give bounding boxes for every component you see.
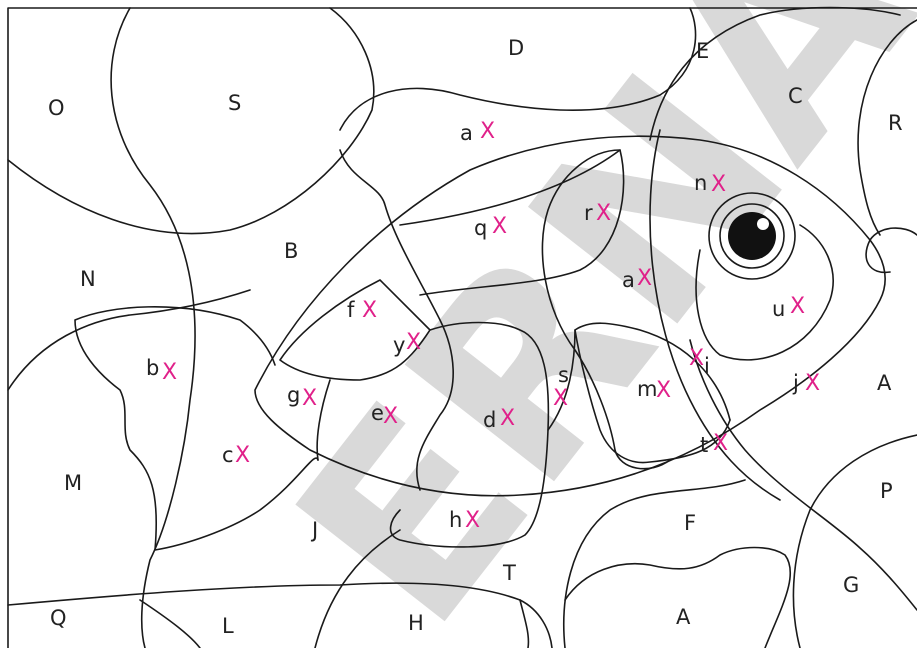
outline-e-c [649,6,901,141]
label-s-small: s [558,363,569,387]
label-y: y [393,333,405,357]
label-d: D [508,36,524,60]
label-p: P [880,479,893,503]
outline-a2 [564,546,792,648]
label-t-small: t [700,433,708,457]
marker-n: X [711,172,726,197]
outline-f-a2 [563,479,746,648]
label-a-mid: a [622,268,635,292]
label-t-big: T [502,561,516,585]
eye-highlight [757,218,769,230]
label-g-big: G [843,573,859,597]
label-j-big: J [310,518,318,542]
outline-t-f [689,339,917,611]
marker-r: X [596,201,611,226]
label-g: g [287,383,300,407]
outline-bottom [7,582,553,648]
label-n: n [694,171,707,195]
marker-y: X [406,330,421,355]
outline-m-big [7,289,251,391]
outline-h [314,529,401,648]
marker-f: X [362,298,377,323]
region-labels: O S D E C R a X n X r X q X B N a X u X … [48,36,903,638]
label-b: b [146,356,159,380]
marker-g: X [302,386,317,411]
outline-h-right [519,599,530,648]
outline-fin [865,227,917,274]
label-f: f [347,298,355,322]
outline-g-e [316,321,550,548]
outline-m [574,329,731,464]
label-e: E [696,39,709,63]
label-a-top: a [460,121,473,145]
label-i: i [704,354,710,378]
outline-fish-body [254,135,886,497]
label-u: u [772,297,785,321]
outline-o-s [7,7,375,235]
marker-a-mid: X [637,266,652,291]
label-a-bottom: A [676,605,691,629]
outline-r [857,19,917,236]
label-c-small: c [222,443,234,467]
marker-m: X [656,378,671,403]
fish-eye [708,192,796,280]
marker-h: X [465,508,480,533]
marker-t: X [713,431,728,456]
outline-j [139,599,201,648]
label-c: C [788,84,803,108]
outline-r-small [541,149,671,470]
outline-d-s [547,322,731,431]
label-m: m [637,377,657,401]
outline-p-g [792,434,917,648]
label-h-small: h [449,508,462,532]
region-outlines [7,6,917,648]
label-a-right: A [877,371,892,395]
label-l: L [222,614,234,638]
eye-pupil [728,212,776,260]
label-o: O [48,96,65,120]
puzzle-frame [7,7,917,648]
marker-s: X [553,386,568,411]
outline-s-left [110,7,196,648]
label-b-upper: B [284,239,298,263]
eye-outer-ring [708,192,796,280]
marker-u: X [790,294,805,319]
outline-fish-head [649,129,781,501]
outline-u [695,224,834,361]
marker-i: X [689,346,704,371]
label-q: q [474,216,487,240]
label-r-small: r [584,201,593,225]
marker-d: X [500,406,515,431]
label-d-small: d [483,408,496,432]
marker-b: X [162,360,177,385]
marker-e: X [383,404,398,429]
marker-a-top: X [480,119,495,144]
label-j: j [792,371,799,395]
marker-j: X [805,371,820,396]
label-m-big: M [64,471,82,495]
label-n-upper: N [80,267,96,291]
label-e-small: e [371,401,384,425]
label-r: R [888,111,903,135]
outline-b-c [74,306,319,551]
label-f-big: F [684,511,696,535]
label-s: S [228,91,241,115]
eye-inner-ring [719,203,785,269]
outline-a1 [339,149,454,491]
outline-q [399,149,625,296]
label-h-big: H [408,611,424,635]
label-q-big: Q [50,606,67,630]
marker-c: X [235,443,250,468]
marker-q: X [492,214,507,239]
